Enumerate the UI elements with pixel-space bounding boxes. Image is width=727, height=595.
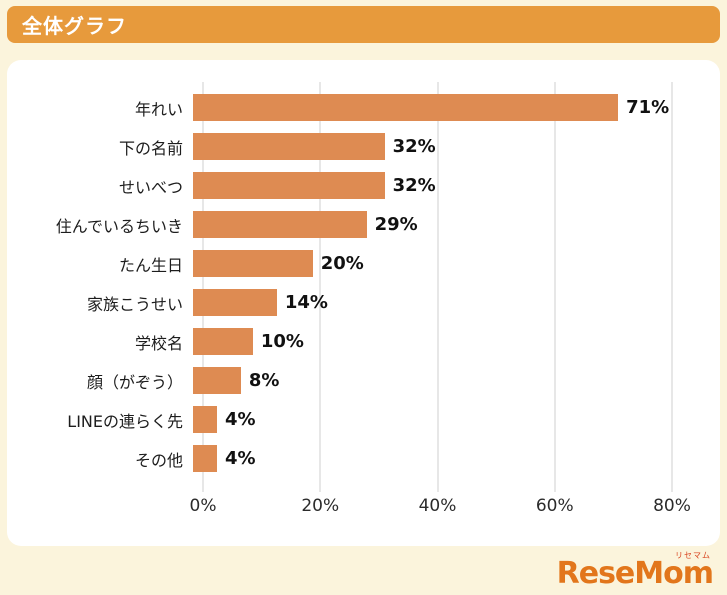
grid: [202, 82, 673, 492]
bar: [193, 328, 253, 355]
chart-row: 顔（がぞう） 8%: [7, 361, 720, 400]
chart-row: 家族こうせい 14%: [7, 283, 720, 322]
category-label: 住んでいるちいき: [55, 216, 183, 236]
bar-track: 29%: [193, 211, 672, 238]
bar: [193, 445, 217, 472]
value-label: 14%: [284, 292, 328, 313]
bar-track: 4%: [193, 406, 672, 433]
bar: [193, 172, 385, 199]
axis-tick-label: 80%: [653, 496, 691, 516]
chart-body: 年れい 71% 下の名前 32% せいべつ 32% 住んでいるちいき 29% た…: [7, 82, 720, 492]
resemom-logo: リセマム ReseMom: [556, 552, 714, 591]
chart-row: 下の名前 32%: [7, 127, 720, 166]
value-label: 4%: [224, 409, 256, 430]
bar-track: 71%: [193, 94, 672, 121]
chart-row: 学校名 10%: [7, 322, 720, 361]
bar: [193, 367, 241, 394]
axis-tick-label: 40%: [418, 496, 457, 516]
chart-row: せいべつ 32%: [7, 166, 720, 205]
bar: [193, 94, 619, 121]
gridline: [319, 82, 321, 492]
logo-text: ReseMom: [556, 556, 714, 591]
chart-row: 年れい 71%: [7, 88, 720, 127]
category-label: 学校名: [134, 333, 183, 353]
axis-tick-label: 0%: [189, 496, 217, 516]
bar-track: 32%: [193, 172, 672, 199]
category-label: せいべつ: [118, 177, 183, 197]
gridline: [554, 82, 556, 492]
chart-row: LINEの連らく先 4%: [7, 400, 720, 439]
category-label: LINEの連らく先: [67, 411, 183, 431]
bar-track: 10%: [193, 328, 672, 355]
axis-tick-label: 20%: [301, 496, 340, 516]
category-label: 下の名前: [118, 138, 183, 158]
gridline: [671, 82, 673, 492]
bar-track: 14%: [193, 289, 672, 316]
bar: [193, 406, 217, 433]
bar: [193, 133, 385, 160]
gridline: [437, 82, 438, 492]
chart-row: たん生日 20%: [7, 244, 720, 283]
gridline: [202, 82, 204, 492]
header-bar: 全体グラフ: [7, 6, 720, 43]
axis-tick-label: 60%: [535, 496, 574, 516]
value-label: 71%: [626, 97, 670, 118]
bar-chart: 年れい 71% 下の名前 32% せいべつ 32% 住んでいるちいき 29% た…: [7, 60, 720, 546]
category-label: 家族こうせい: [86, 294, 183, 314]
chart-rows: 年れい 71% 下の名前 32% せいべつ 32% 住んでいるちいき 29% た…: [7, 88, 720, 478]
chart-row: その他 4%: [7, 439, 720, 478]
axis-labels: 0% 20% 40% 60% 80%: [190, 496, 691, 526]
chart-panel: 年れい 71% 下の名前 32% せいべつ 32% 住んでいるちいき 29% た…: [7, 60, 720, 546]
category-label: たん生日: [118, 255, 183, 275]
value-label: 4%: [224, 448, 256, 469]
logo-kana-text: リセマム: [675, 551, 711, 560]
value-label: 20%: [320, 253, 364, 274]
bar-track: 4%: [193, 445, 672, 472]
bar: [193, 289, 277, 316]
category-label: その他: [134, 450, 183, 470]
value-label: 8%: [248, 370, 280, 391]
bar: [193, 211, 367, 238]
category-label: 顔（がぞう）: [86, 372, 183, 392]
value-label: 32%: [392, 136, 436, 157]
bar: [193, 250, 313, 277]
chart-row: 住んでいるちいき 29%: [7, 205, 720, 244]
value-label: 32%: [392, 175, 436, 196]
bar-track: 32%: [193, 133, 672, 160]
page-title: 全体グラフ: [22, 14, 127, 38]
bar-track: 20%: [193, 250, 672, 277]
bar-track: 8%: [193, 367, 672, 394]
category-label: 年れい: [134, 99, 183, 119]
value-label: 29%: [374, 214, 418, 235]
value-label: 10%: [260, 331, 304, 352]
